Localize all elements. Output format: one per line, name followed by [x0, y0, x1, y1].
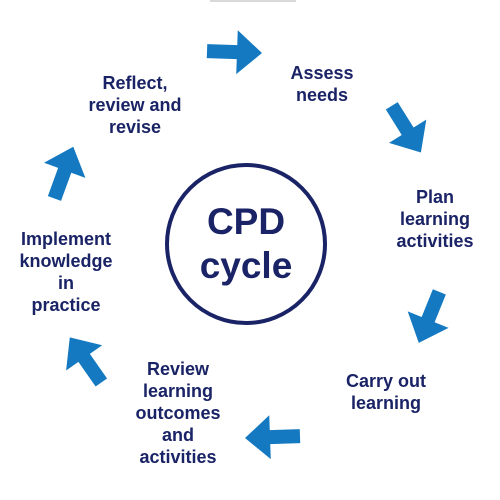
stage-label-line: outcomes	[135, 403, 221, 423]
stage-label-line: Plan	[415, 187, 454, 207]
stage-carry-out-learning: Carry out learning	[330, 370, 442, 414]
arrow-to-reflect-icon	[33, 139, 94, 207]
stage-label-line: Implement	[20, 229, 112, 249]
arrow-to-carry-out-icon	[398, 283, 460, 352]
stage-label-line: Reflect,	[102, 73, 168, 93]
center-title-line-2: cycle	[199, 245, 293, 286]
top-divider-line	[210, 0, 296, 2]
stage-label-line: knowledge	[19, 251, 113, 271]
stage-label-line: Review	[146, 359, 210, 379]
stage-assess-needs: Assess needs	[272, 62, 372, 106]
arrow-to-review-icon	[244, 414, 301, 461]
stage-implement-knowledge: Implement knowledge in practice	[8, 228, 124, 316]
stage-review-learning-outcomes: Review learning outcomes and activities	[122, 358, 234, 468]
arrow-to-assess-icon	[206, 29, 263, 76]
center-title-line-1: CPD	[206, 201, 286, 242]
stage-label-line: practice	[31, 295, 101, 315]
stage-label-line: learning	[350, 393, 421, 413]
stage-label-line: learning	[142, 381, 213, 401]
arrow-to-plan-icon	[373, 94, 440, 165]
stage-label-line: learning	[399, 209, 470, 229]
stage-reflect-review-revise: Reflect, review and revise	[78, 72, 192, 138]
stage-label-line: in	[58, 273, 74, 293]
stage-label-line: revise	[108, 117, 162, 137]
stage-label-line: review and	[88, 95, 182, 115]
stage-label-line: activities	[396, 231, 474, 251]
stage-label-line: activities	[139, 447, 217, 467]
stage-label-line: needs	[295, 85, 349, 105]
center-circle: CPD cycle	[165, 163, 327, 325]
stage-plan-learning-activities: Plan learning activities	[380, 186, 490, 252]
arrow-to-implement-icon	[51, 324, 120, 396]
stage-label-line: Carry out	[345, 371, 426, 391]
stage-label-line: Assess	[290, 63, 354, 83]
stage-label-line: and	[161, 425, 194, 445]
